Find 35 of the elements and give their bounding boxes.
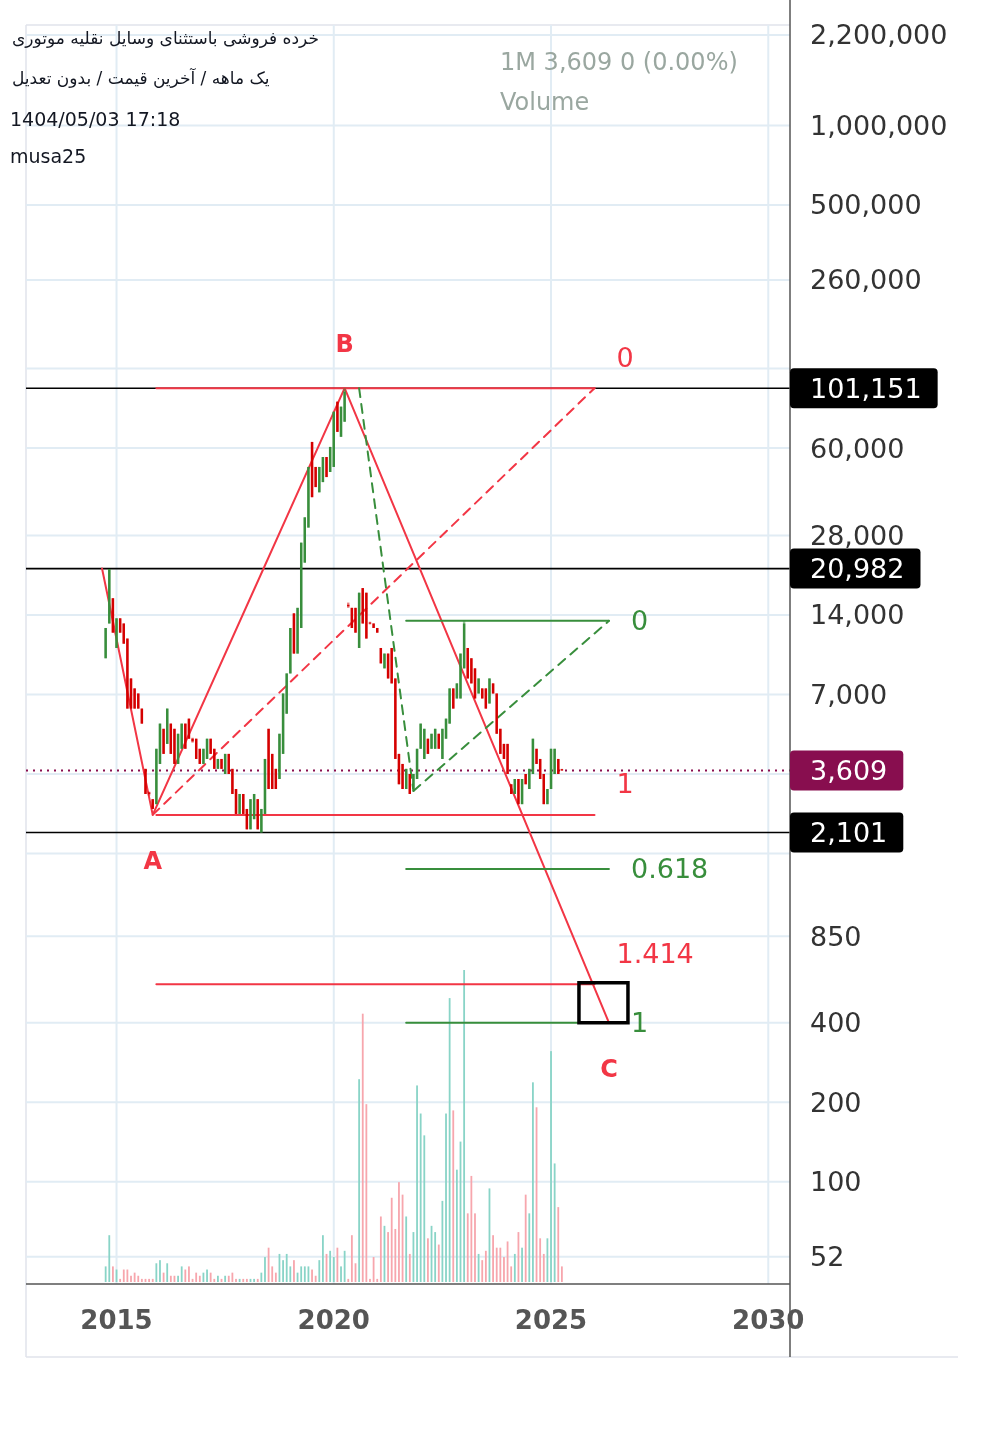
x-tick-label: 2025 [514, 1305, 588, 1335]
y-tick-label: 400 [810, 1007, 862, 1039]
y-tick-label: 60,000 [810, 432, 905, 464]
annotation: Volume [500, 88, 590, 116]
y-tick-label: 200 [810, 1086, 862, 1118]
y-tick-label: 7,000 [810, 678, 888, 710]
annotation: A [143, 846, 163, 875]
y-tick-label: 1,000,000 [810, 109, 948, 141]
annotation: C [600, 1054, 618, 1083]
chart-title: خرده فروشی باستثنای وسایل نقلیه موتوری [12, 28, 319, 48]
series-label: 1 [616, 768, 634, 800]
series-label: 1.414 [616, 937, 694, 969]
y-tick-label: 28,000 [810, 519, 905, 551]
annotation: 1404/05/03 17:18 [10, 108, 181, 130]
annotation: musa25 [10, 145, 87, 167]
text: یک ماهه / آخرین قیمت / بدون تعدیل [12, 68, 270, 88]
ref-line-label: 2,101 [810, 817, 888, 849]
ref-line-label: 20,982 [810, 553, 905, 585]
y-tick-label: 500,000 [810, 189, 922, 221]
y-tick-label: 260,000 [810, 264, 922, 296]
x-tick-label: 2020 [297, 1305, 370, 1335]
y-tick-label: 52 [810, 1241, 845, 1273]
annotation: 1M 3,609 0 (0.00%) [500, 48, 738, 76]
series-label: 0 [630, 605, 649, 637]
x-tick-label: 2015 [80, 1305, 153, 1335]
series-label: 1 [630, 1007, 649, 1039]
series-label: 0.618 [630, 853, 709, 885]
y-tick-label: 850 [810, 920, 862, 952]
ref-line-label: 3,609 [810, 754, 888, 786]
y-tick-label: 14,000 [810, 599, 905, 631]
series-label: 0 [616, 341, 634, 373]
y-tick-label: 100 [810, 1166, 862, 1198]
annotation: B [335, 330, 354, 359]
y-tick-label: 2,200,000 [810, 19, 948, 51]
ref-line-label: 101,151 [810, 372, 922, 404]
